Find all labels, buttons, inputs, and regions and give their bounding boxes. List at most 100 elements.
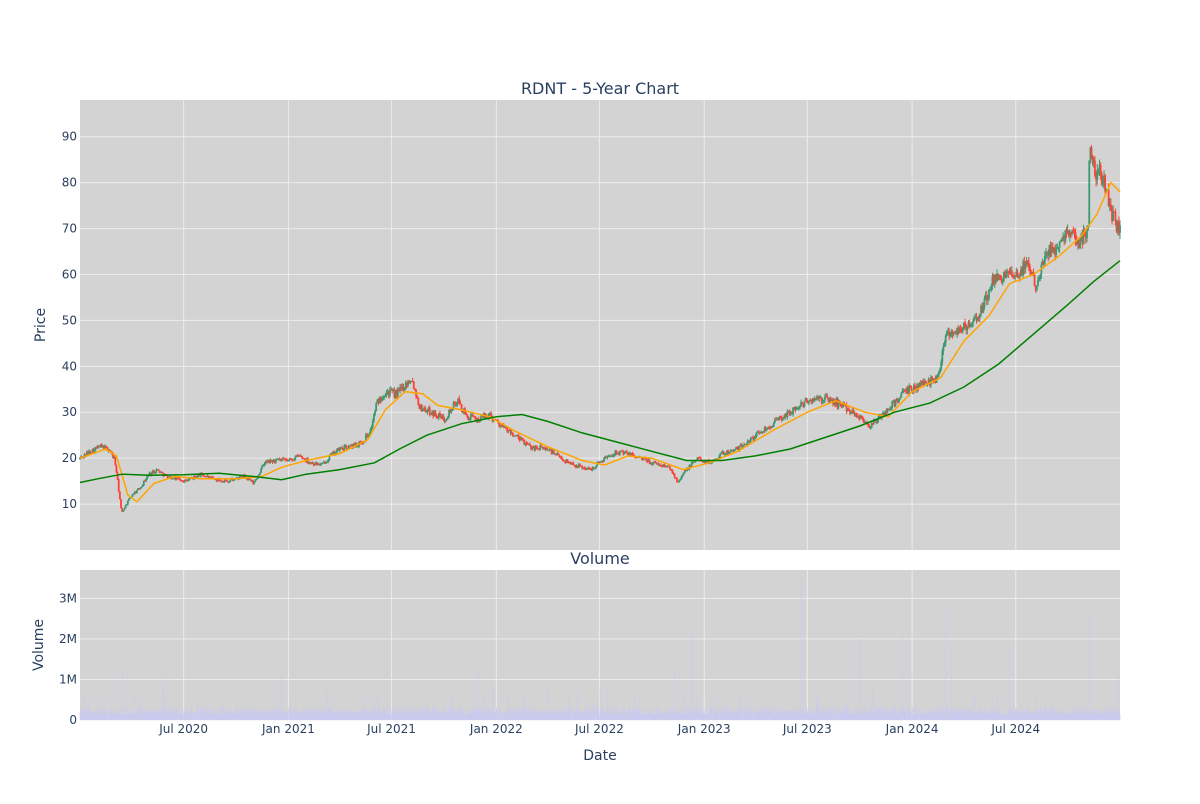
candle-body [758, 431, 760, 434]
candle-body [668, 465, 670, 467]
candle-body [1082, 230, 1085, 245]
volume-bar [841, 713, 843, 720]
candle-body [418, 404, 421, 409]
volume-bar [408, 715, 409, 720]
x-tick-label: Jul 2023 [782, 722, 832, 736]
volume-bar [349, 713, 351, 720]
x-tick-label: Jul 2024 [990, 722, 1040, 736]
candle-body [253, 481, 256, 484]
volume-bar [1021, 715, 1022, 720]
volume-bar [588, 708, 590, 720]
volume-bar [356, 713, 358, 720]
volume-bar [145, 711, 147, 720]
volume-bar [329, 706, 330, 720]
volume-bar [804, 712, 805, 720]
volume-bar [351, 710, 352, 720]
volume-bar [1023, 711, 1025, 720]
volume-bar [1004, 714, 1006, 720]
volume-bar [706, 715, 707, 720]
volume-bar [244, 709, 246, 720]
candle-body [411, 380, 414, 382]
volume-bar [109, 715, 110, 720]
volume-bar [1077, 709, 1079, 720]
candle-body [1018, 276, 1021, 278]
volume-bar [249, 708, 251, 720]
candle-body [787, 411, 790, 413]
volume-bar [425, 707, 427, 720]
volume-bar [525, 710, 526, 720]
candle-body [538, 448, 540, 450]
candle-body [197, 474, 200, 476]
volume-bar [385, 710, 387, 720]
volume-bar [1092, 708, 1094, 720]
candle-body [429, 414, 432, 416]
volume-bar [1093, 714, 1095, 720]
candle-body [449, 410, 452, 413]
candle-body [991, 276, 994, 287]
candle-body [683, 470, 686, 473]
volume-bar [276, 710, 278, 720]
volume-bar [821, 708, 822, 720]
volume-bar [466, 710, 468, 720]
volume-bar [775, 707, 777, 720]
candle-body [570, 462, 572, 465]
volume-bar [909, 709, 911, 720]
volume-bar [256, 711, 258, 720]
volume-bars [79, 578, 1121, 720]
volume-bar [642, 714, 644, 720]
volume-bar [223, 712, 225, 720]
candle-body [539, 445, 542, 450]
volume-bar [386, 715, 388, 720]
volume-bar [922, 714, 924, 720]
candle-body [1097, 169, 1100, 171]
volume-bar [479, 707, 481, 720]
volume-bar [907, 707, 909, 720]
candle-body [1046, 251, 1048, 254]
volume-bar [133, 711, 134, 720]
candle-body [855, 413, 858, 418]
volume-bar [1058, 714, 1060, 720]
candle-body [386, 391, 389, 394]
volume-bar [702, 707, 704, 720]
volume-bar [463, 709, 464, 720]
volume-bar [1009, 642, 1010, 720]
volume-bar [109, 709, 111, 720]
candle-body [100, 444, 103, 447]
volume-bar [685, 707, 687, 720]
candle-body [895, 398, 898, 401]
volume-bar [220, 715, 222, 720]
volume-bar [965, 711, 967, 720]
candle-body [736, 447, 739, 449]
volume-bar [433, 709, 435, 720]
candle-body [470, 414, 473, 416]
volume-bar [701, 713, 702, 720]
volume-bar [393, 707, 395, 720]
volume-bar [777, 715, 779, 720]
volume-bar [179, 715, 181, 720]
candle-body [612, 455, 614, 457]
volume-bar [265, 709, 266, 720]
volume-bar [100, 707, 101, 720]
volume-bar [1066, 712, 1068, 720]
volume-bar [1033, 712, 1034, 720]
volume-bar [832, 714, 833, 720]
volume-bar [1014, 709, 1016, 720]
volume-bar [960, 715, 962, 720]
volume-bar [676, 712, 677, 720]
volume-bar [448, 707, 450, 720]
candle-body [887, 408, 890, 410]
candle-body [1102, 182, 1104, 185]
candle-body [780, 417, 783, 421]
volume-bar [239, 707, 241, 720]
volume-bar [343, 714, 345, 720]
volume-bar [410, 715, 411, 720]
volume-bar [841, 712, 842, 720]
volume-bar [580, 709, 582, 720]
volume-bar [120, 715, 122, 720]
volume-bar [583, 714, 584, 720]
candle-body [252, 480, 255, 484]
volume-bar [511, 714, 513, 720]
volume-bar [690, 710, 691, 720]
volume-bar [349, 707, 350, 720]
volume-bar [452, 714, 454, 720]
